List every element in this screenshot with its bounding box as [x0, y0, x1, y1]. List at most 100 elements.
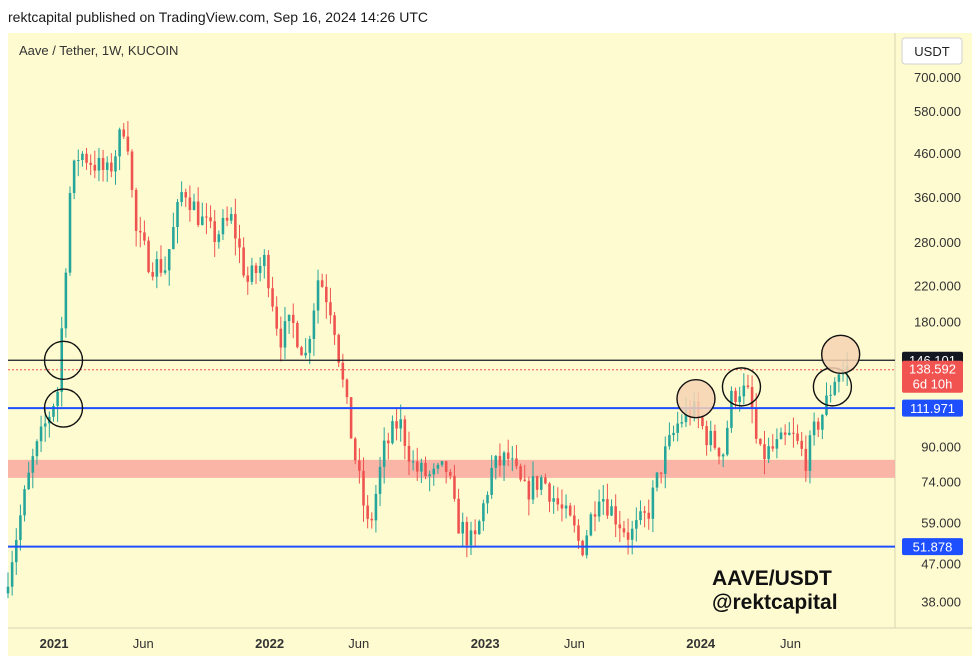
candle-body: [403, 419, 407, 446]
candle-body: [759, 438, 762, 445]
symbol-label: Aave / Tether, 1W, KUCOIN: [19, 43, 178, 58]
candle-body: [147, 240, 150, 273]
candle-body: [134, 189, 138, 231]
candle-body: [407, 445, 411, 462]
candle-body: [176, 201, 179, 227]
candle-body: [449, 471, 452, 476]
candle-body: [308, 339, 312, 353]
candle-body: [614, 506, 617, 525]
candle-body: [659, 472, 663, 474]
support-upper-tag: [902, 399, 963, 417]
candle-body: [730, 390, 733, 428]
candle-body: [143, 232, 146, 241]
candle-body: [374, 493, 378, 521]
candle-body: [775, 439, 779, 449]
candle-body: [205, 216, 208, 218]
candle-body: [291, 314, 295, 323]
candle-body: [746, 385, 750, 387]
candle-body: [833, 381, 837, 395]
y-tick-label: 90.000: [921, 439, 961, 454]
candle-body: [486, 494, 489, 504]
candle-body: [76, 160, 80, 162]
candle-body: [804, 448, 808, 471]
x-tick-label: Jun: [780, 636, 801, 651]
candle-body: [52, 406, 55, 417]
candle-body: [151, 272, 154, 277]
candle-body: [779, 432, 783, 440]
candle-body: [399, 419, 402, 429]
candle-body: [349, 397, 353, 439]
candle-body: [440, 461, 444, 465]
candle-body: [341, 362, 345, 380]
candle-body: [713, 430, 717, 448]
support-lower-tag-label: 51.878: [913, 540, 953, 555]
y-tick-label: 700.000: [914, 70, 961, 85]
candle-body: [606, 499, 609, 516]
candle-body: [738, 396, 741, 403]
candle-body: [477, 521, 481, 535]
candle-body: [196, 201, 200, 225]
candle-body: [101, 157, 105, 170]
candle-body: [201, 216, 204, 225]
annotation-pair: AAVE/USDT: [712, 567, 832, 590]
candle-body: [68, 193, 72, 273]
candle-body: [672, 432, 675, 436]
candle-body: [378, 466, 382, 494]
candle-body: [734, 390, 737, 403]
candle-body: [89, 162, 92, 165]
candle-body: [229, 214, 233, 221]
candle-body: [506, 452, 510, 459]
candle-body: [118, 129, 121, 157]
candle-body: [618, 524, 622, 529]
candle-body: [420, 462, 423, 472]
candle-body: [85, 153, 88, 163]
candle-body: [283, 321, 287, 348]
x-tick-label: Jun: [348, 636, 369, 651]
y-tick-label: 460.000: [914, 146, 961, 161]
candle-body: [453, 475, 456, 499]
y-tick-label: 74.000: [921, 475, 961, 490]
candle-body: [304, 352, 307, 356]
candle-body: [110, 162, 113, 172]
highlight-circle: [43, 388, 84, 428]
candle-body: [184, 192, 188, 198]
candle-body: [539, 477, 543, 490]
candle-body: [684, 409, 688, 423]
candle-body: [209, 217, 212, 222]
candle-body: [643, 511, 646, 513]
currency-button[interactable]: USDT: [901, 37, 963, 65]
candle-body: [382, 440, 386, 467]
candle-body: [242, 247, 245, 276]
candle-body: [792, 432, 795, 434]
candle-body: [312, 310, 316, 340]
candle-body: [552, 498, 555, 502]
candle-body: [329, 302, 332, 316]
candle-body: [238, 238, 241, 248]
candle-body: [494, 455, 498, 468]
candle-body: [31, 456, 35, 473]
candle-body: [258, 265, 262, 273]
x-tick-label: Jun: [133, 636, 154, 651]
candle-body: [325, 286, 328, 303]
candle-body: [523, 479, 527, 481]
candle-body: [581, 540, 584, 556]
plot-background: [8, 33, 895, 628]
candle-body: [279, 328, 283, 348]
candle-body: [515, 458, 518, 467]
candle-body: [267, 254, 270, 289]
x-tick-label: Jun: [564, 636, 585, 651]
candle-body: [300, 347, 303, 356]
candle-body: [139, 230, 142, 233]
candle-body: [461, 521, 465, 534]
candle-body: [663, 446, 667, 474]
candle-body: [225, 217, 229, 221]
candle-body: [742, 385, 746, 397]
candle-body: [655, 472, 659, 488]
candle-body: [465, 521, 469, 546]
candle-body: [800, 440, 803, 449]
highlight-circle: [820, 334, 861, 374]
candle-body: [771, 446, 775, 449]
candle-body: [43, 423, 47, 427]
candle-body: [469, 530, 473, 546]
candle-body: [829, 394, 832, 396]
